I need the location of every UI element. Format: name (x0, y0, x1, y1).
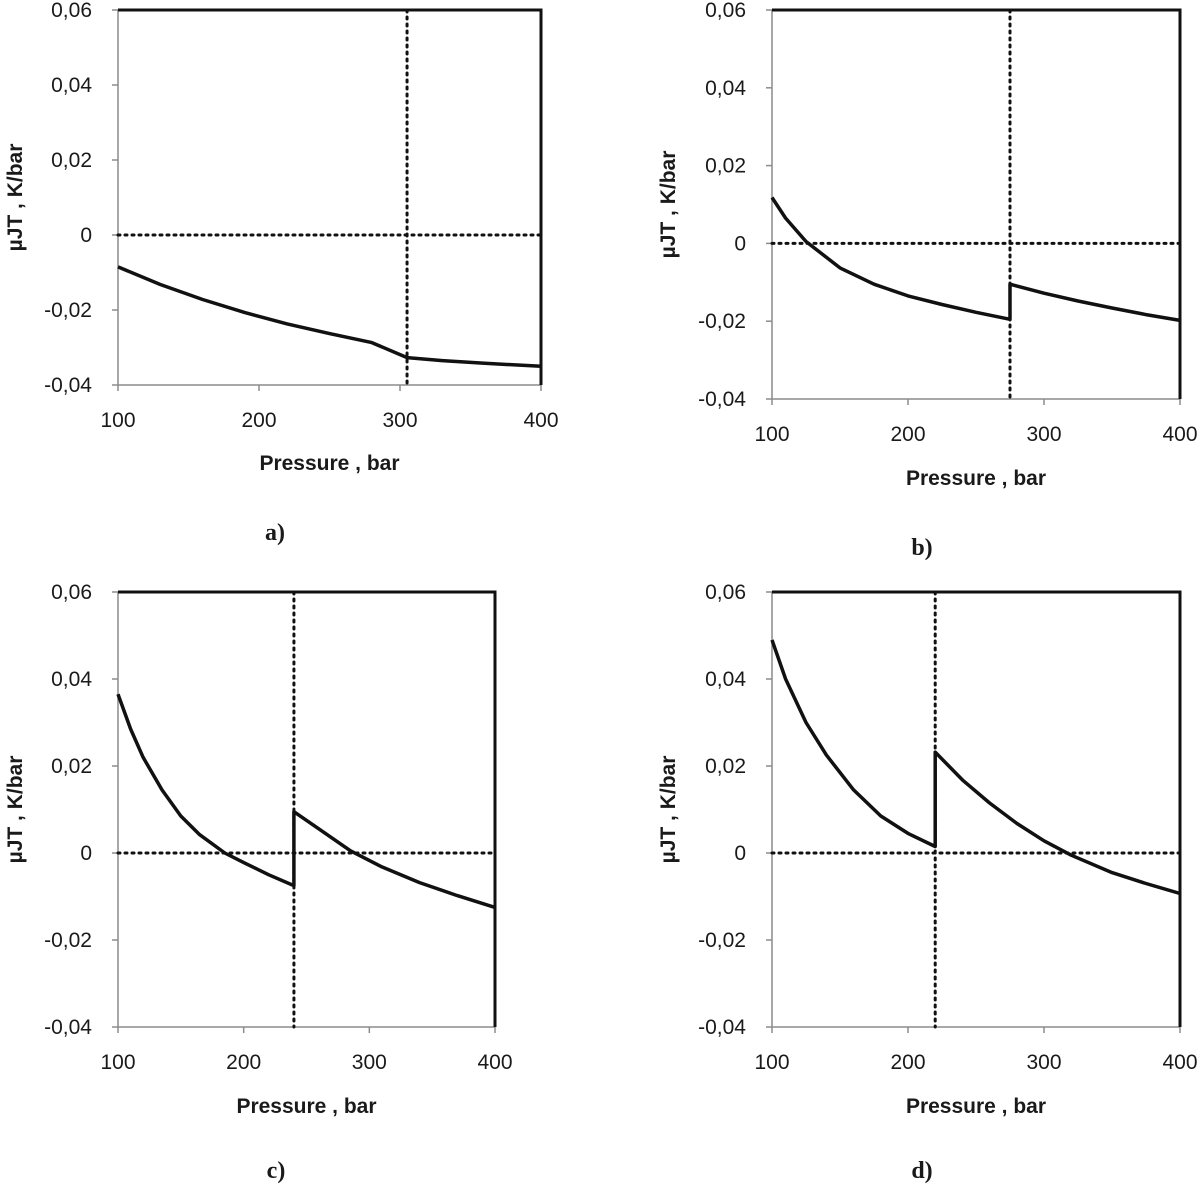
y-tick-label: 0 (734, 232, 746, 255)
y-tick-label: -0,02 (44, 929, 92, 952)
x-axis-title: Pressure , bar (236, 1095, 376, 1118)
x-axis-title: Pressure , bar (259, 452, 399, 475)
y-axis-title: µJT , K/bar (4, 144, 27, 252)
panel-label: c) (267, 1158, 286, 1184)
y-axis-title: µJT , K/bar (657, 151, 680, 259)
x-tick-label: 100 (100, 409, 135, 432)
y-tick-label: 0,02 (705, 155, 746, 178)
y-tick-label: 0,04 (51, 74, 92, 97)
y-tick-label: 0,04 (705, 77, 746, 100)
x-tick-label: 300 (382, 409, 417, 432)
y-tick-label: 0 (80, 842, 92, 865)
x-tick-label: 200 (226, 1051, 261, 1074)
y-tick-label: 0,02 (51, 755, 92, 778)
y-tick-label: -0,02 (698, 310, 746, 333)
y-tick-label: -0,04 (44, 374, 92, 397)
panel-label: b) (911, 535, 932, 561)
x-axis-title: Pressure , bar (906, 1095, 1046, 1118)
y-tick-label: -0,04 (698, 1016, 746, 1039)
y-tick-label: 0,06 (705, 581, 746, 604)
y-tick-label: 0,06 (705, 0, 746, 22)
y-tick-label: -0,04 (698, 388, 746, 411)
y-tick-label: 0,02 (705, 755, 746, 778)
y-tick-label: 0,06 (51, 581, 92, 604)
series-line (116, 693, 496, 910)
y-tick-label: -0,02 (44, 299, 92, 322)
chart-panel-b: -0,04 -0,02 0 0,02 0,04 0,06 100 200 300 400 Press… (657, 0, 1198, 561)
panel-label: a) (265, 520, 285, 546)
chart-panel-a: -0,04 -0,02 0 0,02 0,04 0,06 100 200 300 400 Press… (4, 0, 559, 546)
x-tick-label: 400 (1162, 423, 1197, 446)
x-tick-label: 200 (890, 1051, 925, 1074)
x-tick-label: 400 (1162, 1051, 1197, 1074)
x-tick-label: 300 (1026, 1051, 1061, 1074)
y-tick-label: 0,04 (51, 668, 92, 691)
x-tick-label: 100 (754, 423, 789, 446)
x-tick-label: 200 (890, 423, 925, 446)
x-tick-label: 300 (1026, 423, 1061, 446)
chart-panel-c: -0,04 -0,02 0 0,02 0,04 0,06 100 200 300 400 Press… (4, 581, 513, 1184)
y-tick-label: 0 (734, 842, 746, 865)
y-tick-label: 0 (80, 224, 92, 247)
y-tick-label: 0,02 (51, 149, 92, 172)
y-axis-title: µJT , K/bar (657, 756, 680, 864)
y-tick-label: 0,04 (705, 668, 746, 691)
series-line (770, 639, 1181, 896)
series-line (770, 196, 1181, 323)
x-axis-title: Pressure , bar (906, 467, 1046, 490)
y-tick-label: -0,04 (44, 1016, 92, 1039)
x-tick-label: 100 (100, 1051, 135, 1074)
y-axis-title: µJT , K/bar (4, 756, 27, 864)
y-tick-label: -0,02 (698, 929, 746, 952)
series-line (117, 265, 542, 369)
x-tick-label: 100 (754, 1051, 789, 1074)
y-tick-label: 0,06 (51, 0, 92, 22)
panel-label: d) (911, 1158, 932, 1184)
x-tick-label: 400 (477, 1051, 512, 1074)
x-tick-label: 200 (241, 409, 276, 432)
x-tick-label: 300 (352, 1051, 387, 1074)
x-tick-label: 400 (523, 409, 558, 432)
chart-panel-d: -0,04 -0,02 0 0,02 0,04 0,06 100 200 300 400 Press… (657, 581, 1198, 1184)
